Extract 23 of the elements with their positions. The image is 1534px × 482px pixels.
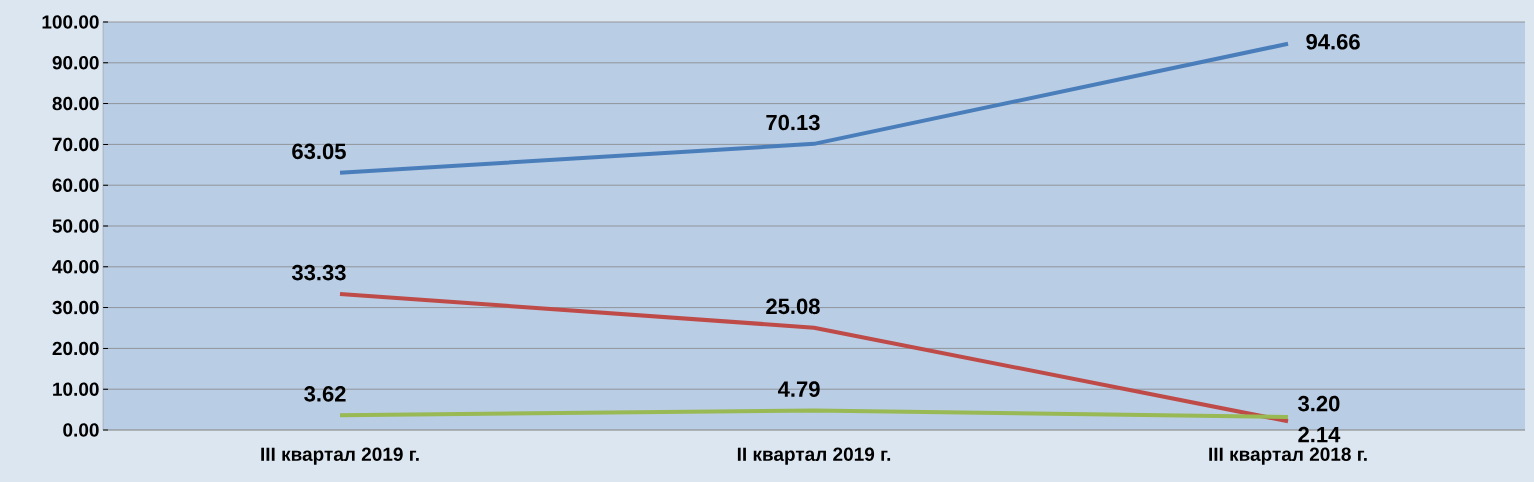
y-tick-label: 90.00 (52, 56, 99, 70)
data-label: 33.33 (291, 264, 346, 281)
y-tick-label: 30.00 (52, 300, 99, 315)
y-tick-label: 60.00 (52, 178, 99, 192)
x-tick-label: III квартал 2018 г. (1209, 447, 1367, 465)
y-tick-label: 50.00 (52, 219, 99, 233)
y-tick-label: 0.00 (63, 423, 99, 437)
data-label: 94.66 (1306, 33, 1360, 50)
x-tick-label: III квартал 2019 г. (261, 447, 419, 465)
x-tick-label: II квартал 2019 г. (737, 447, 891, 465)
y-tick-label: 10.00 (53, 382, 99, 396)
data-label: 70.13 (766, 114, 820, 131)
data-label: 2.14 (1298, 426, 1341, 443)
y-tick-label: 40.00 (52, 260, 99, 274)
data-label: 25.08 (766, 298, 820, 315)
data-label: 63.05 (292, 143, 346, 160)
y-tick-label: 80.00 (52, 96, 99, 111)
data-label: 4.79 (777, 381, 820, 397)
data-label: 3.20 (1298, 395, 1340, 412)
y-tick-label: 70.00 (52, 137, 99, 152)
y-tick-label: 100.00 (42, 15, 99, 29)
data-label: 3.62 (304, 386, 346, 402)
y-tick-label: 20.00 (52, 341, 99, 356)
